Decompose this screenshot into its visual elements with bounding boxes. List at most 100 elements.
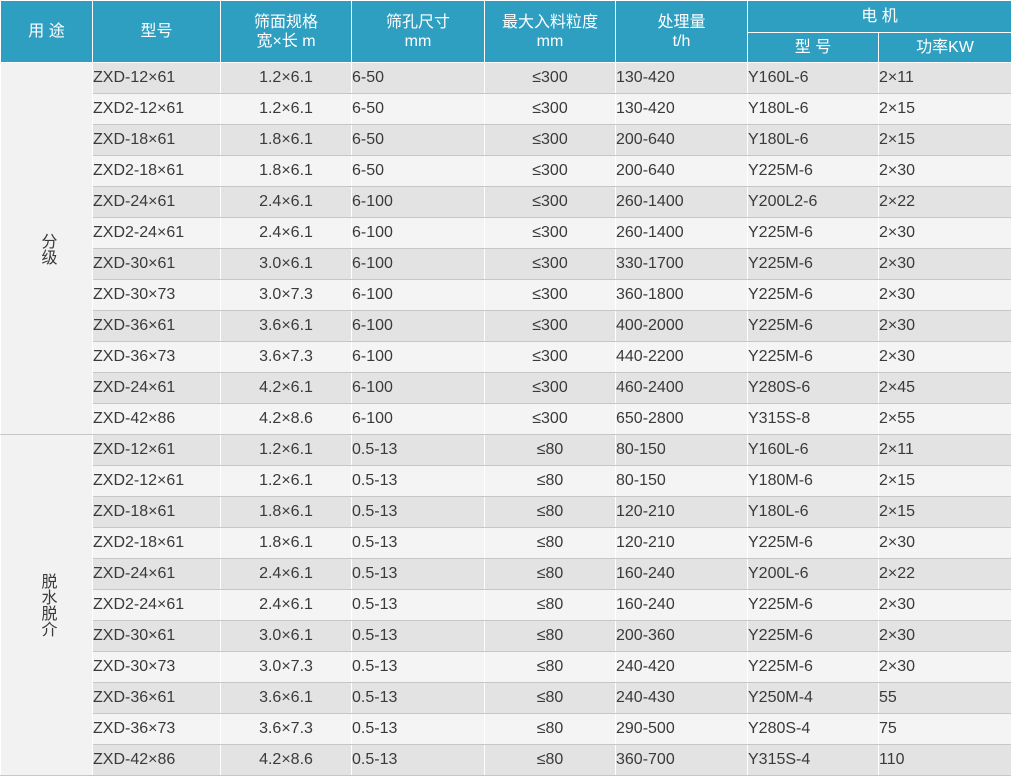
header-motor-power: 功率KW xyxy=(877,32,1011,63)
feed-size-cell: ≤80 xyxy=(484,620,616,652)
motor-power-cell: 2×22 xyxy=(877,186,1011,218)
capacity-cell: 200-360 xyxy=(615,620,748,652)
motor-power-cell: 2×15 xyxy=(877,465,1011,497)
header-capacity: 处理量 t/h xyxy=(615,0,748,63)
screen-spec-cell: 3.6×7.3 xyxy=(220,341,352,373)
screen-spec-cell: 3.6×6.1 xyxy=(220,682,352,714)
header-feed-line1: 最大入料粒度 xyxy=(501,13,598,31)
screen-spec-cell: 3.0×6.1 xyxy=(220,620,352,652)
aperture-cell: 0.5-13 xyxy=(351,496,485,528)
feed-size-cell: ≤300 xyxy=(484,186,616,218)
feed-size-cell: ≤300 xyxy=(484,93,616,125)
model-cell: ZXD2-24×61 xyxy=(92,589,221,621)
feed-size-cell: ≤80 xyxy=(484,744,616,776)
motor-model-cell: Y225M-6 xyxy=(747,620,879,652)
motor-model-cell: Y225M-6 xyxy=(747,651,879,683)
motor-power-cell: 2×30 xyxy=(877,310,1011,342)
feed-size-cell: ≤80 xyxy=(484,651,616,683)
capacity-cell: 460-2400 xyxy=(615,372,748,404)
capacity-cell: 80-150 xyxy=(615,465,748,497)
header-usage: 用 途 xyxy=(0,0,93,63)
table-row: ZXD2-12×61 1.2×6.1 6-50 ≤300 130-420 Y180L-6 2… xyxy=(1,93,1011,125)
motor-model-cell: Y225M-6 xyxy=(747,279,879,311)
aperture-cell: 6-100 xyxy=(351,279,485,311)
header-motor-model: 型 号 xyxy=(747,32,879,63)
aperture-cell: 6-100 xyxy=(351,248,485,280)
screen-spec-cell: 2.4×6.1 xyxy=(220,558,352,590)
capacity-cell: 400-2000 xyxy=(615,310,748,342)
feed-size-cell: ≤300 xyxy=(484,248,616,280)
table-row: ZXD-30×73 3.0×7.3 0.5-13 ≤80 240-420 Y225M-6 2… xyxy=(1,651,1011,683)
screen-spec-cell: 4.2×8.6 xyxy=(220,744,352,776)
motor-model-cell: Y280S-6 xyxy=(747,372,879,404)
table-row: ZXD-30×61 3.0×6.1 6-100 ≤300 330-1700 Y225M-6… xyxy=(1,248,1011,280)
aperture-cell: 0.5-13 xyxy=(351,744,485,776)
motor-power-cell: 75 xyxy=(877,713,1011,745)
motor-power-cell: 2×11 xyxy=(877,62,1011,94)
motor-model-cell: Y160L-6 xyxy=(747,434,879,466)
motor-power-cell: 2×55 xyxy=(877,403,1011,435)
table-row: ZXD-30×61 3.0×6.1 0.5-13 ≤80 200-360 Y225M-6 2… xyxy=(1,620,1011,652)
table-row: 脱水脱介 ZXD-12×61 1.2×6.1 0.5-13 ≤80 80-150 Y160L… xyxy=(0,434,1011,776)
screen-spec-cell: 3.0×6.1 xyxy=(220,248,352,280)
capacity-cell: 360-700 xyxy=(615,744,748,776)
model-cell: ZXD2-12×61 xyxy=(92,93,221,125)
model-cell: ZXD2-12×61 xyxy=(92,465,221,497)
aperture-cell: 6-100 xyxy=(351,403,485,435)
aperture-cell: 6-50 xyxy=(351,124,485,156)
aperture-cell: 6-100 xyxy=(351,310,485,342)
screen-spec-cell: 1.8×6.1 xyxy=(220,124,352,156)
model-cell: ZXD2-18×61 xyxy=(92,155,221,187)
feed-size-cell: ≤80 xyxy=(484,527,616,559)
motor-power-cell: 2×15 xyxy=(877,93,1011,125)
table-row: ZXD-36×61 3.6×6.1 0.5-13 ≤80 240-430 Y250M-4 5… xyxy=(1,682,1011,714)
motor-power-cell: 2×15 xyxy=(877,124,1011,156)
model-cell: ZXD-36×61 xyxy=(92,310,221,342)
capacity-cell: 240-420 xyxy=(615,651,748,683)
screen-spec-cell: 3.6×6.1 xyxy=(220,310,352,342)
screen-spec-cell: 1.2×6.1 xyxy=(220,434,352,466)
table-row: ZXD-36×73 3.6×7.3 0.5-13 ≤80 290-500 Y280S-4 7… xyxy=(1,713,1011,745)
feed-size-cell: ≤300 xyxy=(484,62,616,94)
capacity-cell: 160-240 xyxy=(615,558,748,590)
header-screen-spec-line2: 宽×长 m xyxy=(256,32,316,50)
header-model: 型号 xyxy=(92,0,221,63)
capacity-cell: 360-1800 xyxy=(615,279,748,311)
capacity-cell: 130-420 xyxy=(615,62,748,94)
motor-model-cell: Y180M-6 xyxy=(747,465,879,497)
table-row: 分级 ZXD-12×61 1.2×6.1 6-50 ≤300 130-420 Y160L-6… xyxy=(0,62,1011,435)
screen-spec-cell: 3.0×7.3 xyxy=(220,651,352,683)
motor-power-cell: 2×22 xyxy=(877,558,1011,590)
capacity-cell: 200-640 xyxy=(615,155,748,187)
model-cell: ZXD-36×73 xyxy=(92,341,221,373)
screen-spec-cell: 3.6×7.3 xyxy=(220,713,352,745)
aperture-cell: 0.5-13 xyxy=(351,651,485,683)
feed-size-cell: ≤300 xyxy=(484,341,616,373)
model-cell: ZXD-24×61 xyxy=(92,372,221,404)
capacity-cell: 650-2800 xyxy=(615,403,748,435)
feed-size-cell: ≤80 xyxy=(484,682,616,714)
feed-size-cell: ≤300 xyxy=(484,155,616,187)
feed-size-cell: ≤80 xyxy=(484,496,616,528)
aperture-cell: 6-50 xyxy=(351,93,485,125)
motor-model-cell: Y160L-6 xyxy=(747,62,879,94)
feed-size-cell: ≤300 xyxy=(484,124,616,156)
screen-spec-cell: 1.2×6.1 xyxy=(220,465,352,497)
screen-spec-cell: 1.8×6.1 xyxy=(220,155,352,187)
motor-model-cell: Y315S-4 xyxy=(747,744,879,776)
motor-model-cell: Y315S-8 xyxy=(747,403,879,435)
header-capacity-line2: t/h xyxy=(672,32,691,50)
feed-size-cell: ≤80 xyxy=(484,589,616,621)
model-cell: ZXD-18×61 xyxy=(92,496,221,528)
motor-power-cell: 110 xyxy=(877,744,1011,776)
model-cell: ZXD-30×61 xyxy=(92,248,221,280)
aperture-cell: 0.5-13 xyxy=(351,434,485,466)
motor-model-cell: Y225M-6 xyxy=(747,527,879,559)
feed-size-cell: ≤300 xyxy=(484,372,616,404)
motor-power-cell: 2×11 xyxy=(877,434,1011,466)
motor-model-cell: Y180L-6 xyxy=(747,496,879,528)
header-aperture-line2: mm xyxy=(404,32,432,50)
screen-spec-cell: 2.4×6.1 xyxy=(220,186,352,218)
table-row: ZXD2-18×61 1.8×6.1 6-50 ≤300 200-640 Y225M-6 2… xyxy=(1,155,1011,187)
motor-power-cell: 2×30 xyxy=(877,155,1011,187)
